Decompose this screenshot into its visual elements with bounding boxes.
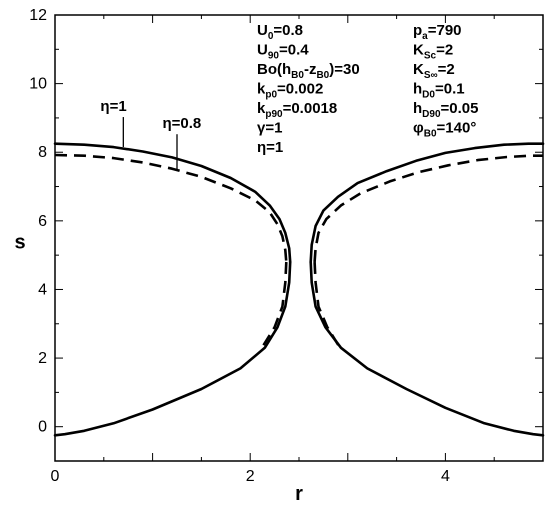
x-tick-label: 4 — [441, 468, 450, 485]
plot-area — [54, 14, 544, 462]
parameter-line: η=1 — [257, 139, 283, 156]
series-eta-0-8-branch-2 — [313, 154, 543, 263]
parameter-box-left: U0=0.8U90=0.4Bo(hB0-zB0)=30kp0=0.002kp90… — [257, 22, 360, 156]
y-tick-label: 10 — [29, 76, 47, 93]
y-tick-label: 6 — [38, 213, 47, 230]
y-tick-label: 0 — [38, 419, 47, 436]
y-axis-title: s — [14, 231, 25, 253]
parameter-line: kp90=0.0018 — [257, 100, 337, 120]
x-axis-title: r — [295, 483, 303, 505]
y-tick-label: 4 — [38, 281, 47, 298]
series-eta-1-branch-3 — [309, 260, 545, 437]
series-eta-1-branch-2 — [309, 142, 545, 264]
curve-label-1: η=0.8 — [162, 115, 201, 132]
x-tick-label: 0 — [51, 468, 60, 485]
parameter-line: KS∞=2 — [413, 61, 455, 81]
curve-label-0: η=1 — [100, 98, 126, 115]
series-eta-0-8-branch-1 — [260, 261, 288, 349]
parameter-line: hD0=0.1 — [413, 81, 465, 101]
parameter-line: KSc=2 — [413, 42, 453, 62]
parameter-line: φB0=140° — [413, 120, 476, 140]
parameter-line: kp0=0.002 — [257, 81, 323, 101]
parameter-line: γ=1 — [257, 120, 282, 137]
parameter-line: U0=0.8 — [257, 22, 303, 42]
series-eta-1-branch-0 — [53, 142, 292, 264]
parameter-line: pa=790 — [413, 22, 462, 42]
y-tick-label: 12 — [29, 7, 47, 24]
parameter-line: hD90=0.05 — [413, 100, 479, 120]
x-tick-label: 2 — [246, 468, 255, 485]
y-tick-label: 2 — [38, 350, 47, 367]
parameter-line: Bo(hB0-zB0)=30 — [257, 61, 360, 81]
series-eta-0-8-branch-3 — [313, 261, 342, 349]
y-tick-label: 8 — [38, 144, 47, 161]
series-eta-1-branch-1 — [53, 260, 292, 437]
parameter-line: U90=0.4 — [257, 42, 309, 62]
series-eta-0-8-branch-0 — [54, 153, 288, 263]
